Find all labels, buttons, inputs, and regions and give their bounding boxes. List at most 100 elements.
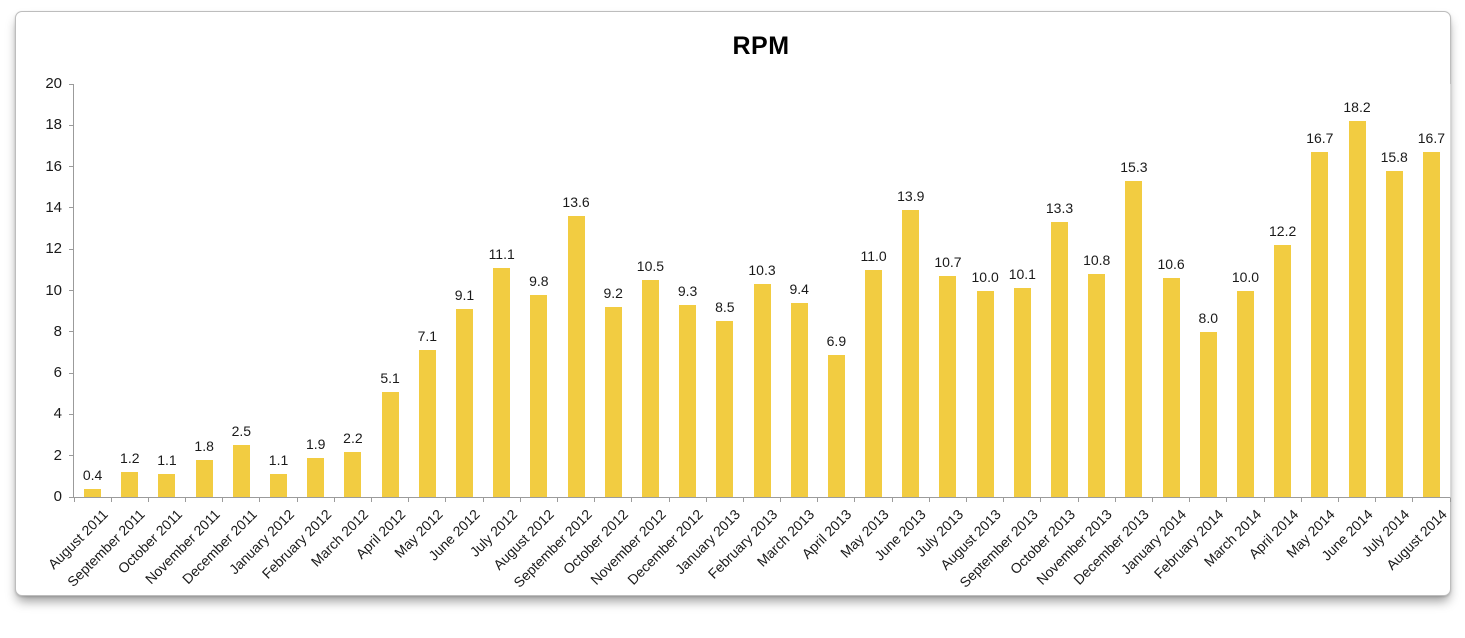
bar — [1125, 181, 1143, 497]
bar — [1199, 331, 1217, 497]
bar — [1088, 273, 1106, 497]
y-tick-label: 14 — [45, 198, 62, 216]
bar — [530, 294, 548, 497]
bar — [121, 472, 139, 497]
x-axis-tick — [891, 498, 893, 502]
x-axis-tick — [1412, 498, 1414, 502]
x-axis-tick — [73, 498, 75, 502]
bar-value-label: 5.1 — [380, 369, 400, 386]
x-axis-tick — [333, 498, 335, 502]
y-axis-tick — [69, 331, 73, 333]
bar-value-label: 8.0 — [1198, 309, 1218, 326]
y-tick-label: 12 — [45, 240, 62, 258]
x-axis-tick — [1337, 498, 1339, 502]
bar — [381, 391, 399, 497]
bar-value-label: 13.9 — [897, 187, 925, 204]
x-axis-tick — [742, 498, 744, 502]
bar — [1051, 222, 1068, 497]
bar — [1162, 278, 1180, 497]
x-axis-tick — [482, 498, 484, 502]
x-axis-tick — [445, 498, 447, 502]
bar-value-label: 1.9 — [305, 435, 326, 452]
y-tick-label: 10 — [45, 281, 62, 299]
bar-value-label: 10.8 — [1083, 251, 1111, 268]
x-axis-tick — [668, 498, 670, 502]
x-axis-tick — [259, 498, 261, 502]
bar — [976, 290, 994, 497]
x-axis-tick — [1226, 498, 1228, 502]
bar-value-label: 10.0 — [1231, 268, 1260, 285]
bar — [1422, 152, 1440, 497]
x-axis-tick — [854, 498, 856, 502]
x-axis-tick — [1189, 498, 1191, 502]
bar — [679, 304, 697, 497]
x-axis-tick — [147, 498, 149, 502]
x-axis-tick — [1040, 498, 1042, 502]
bar-value-label: 18.2 — [1343, 99, 1371, 116]
bar-value-label: 8.5 — [715, 299, 735, 316]
chart-title: RPM — [732, 32, 790, 60]
bar — [1348, 121, 1366, 497]
bar-value-label: 10.1 — [1008, 266, 1036, 283]
x-axis-tick — [631, 498, 633, 502]
y-tick-label: 8 — [53, 322, 62, 340]
chart-card: RPM 0 2 4 6 8 10 12 14 16 18 20 0.4 August 2011 1.2 Se… — [15, 11, 1451, 596]
bar-value-label: 9.1 — [454, 287, 475, 304]
bar-value-label: 11.0 — [860, 247, 887, 264]
x-axis-tick — [296, 498, 298, 502]
x-axis-tick — [1003, 498, 1005, 502]
bar-value-label: 12.2 — [1269, 223, 1297, 240]
x-axis-tick — [928, 498, 930, 502]
bar-value-label: 16.7 — [1306, 130, 1334, 147]
x-axis-tick — [594, 498, 596, 502]
x-axis-tick — [1077, 498, 1079, 502]
bar — [902, 209, 920, 497]
y-tick-label: 18 — [45, 116, 62, 134]
bar-value-label: 10.7 — [934, 254, 962, 271]
y-axis-tick — [69, 372, 73, 374]
bar — [158, 474, 176, 497]
y-axis-tick — [69, 124, 73, 126]
x-axis-tick — [705, 498, 707, 502]
y-axis-tick — [69, 166, 73, 168]
bar — [1013, 288, 1031, 497]
x-axis-tick — [1114, 498, 1116, 502]
y-axis-tick — [69, 83, 73, 85]
x-axis-tick — [556, 498, 558, 502]
bar-value-label: 2.2 — [343, 429, 363, 446]
bar — [307, 457, 325, 497]
y-tick-label: 2 — [53, 446, 62, 464]
bar — [790, 302, 808, 497]
x-axis-tick — [1263, 498, 1265, 502]
x-axis-tick — [408, 498, 410, 502]
bar-value-label: 10.6 — [1157, 256, 1185, 273]
bar — [344, 451, 362, 497]
bar — [641, 280, 659, 497]
bar-value-label: 10.5 — [636, 258, 665, 275]
bar-value-label: 13.3 — [1045, 200, 1074, 217]
bar-value-label: 1.8 — [194, 437, 214, 454]
y-axis-tick — [69, 413, 73, 415]
bar-value-label: 10.0 — [971, 268, 999, 285]
bar-value-label: 1.1 — [268, 452, 289, 469]
x-axis-tick — [1300, 498, 1302, 502]
y-axis-tick — [69, 248, 73, 250]
x-axis-tick — [966, 498, 968, 502]
bar — [753, 284, 771, 497]
bar-value-label: 15.3 — [1120, 159, 1148, 176]
bar-value-label: 16.7 — [1417, 130, 1446, 147]
bar — [1236, 290, 1254, 497]
x-axis-tick — [222, 498, 224, 502]
bar — [567, 216, 585, 497]
bar — [418, 350, 436, 497]
x-axis-tick — [1449, 498, 1451, 502]
y-tick-label: 16 — [45, 157, 62, 175]
bar-value-label: 11.1 — [488, 245, 515, 262]
y-axis-tick — [69, 290, 73, 291]
x-axis-tick — [519, 498, 521, 502]
bar-value-label: 9.4 — [789, 280, 809, 297]
bar — [195, 459, 213, 497]
bar — [493, 267, 511, 497]
x-axis-tick — [371, 498, 372, 502]
